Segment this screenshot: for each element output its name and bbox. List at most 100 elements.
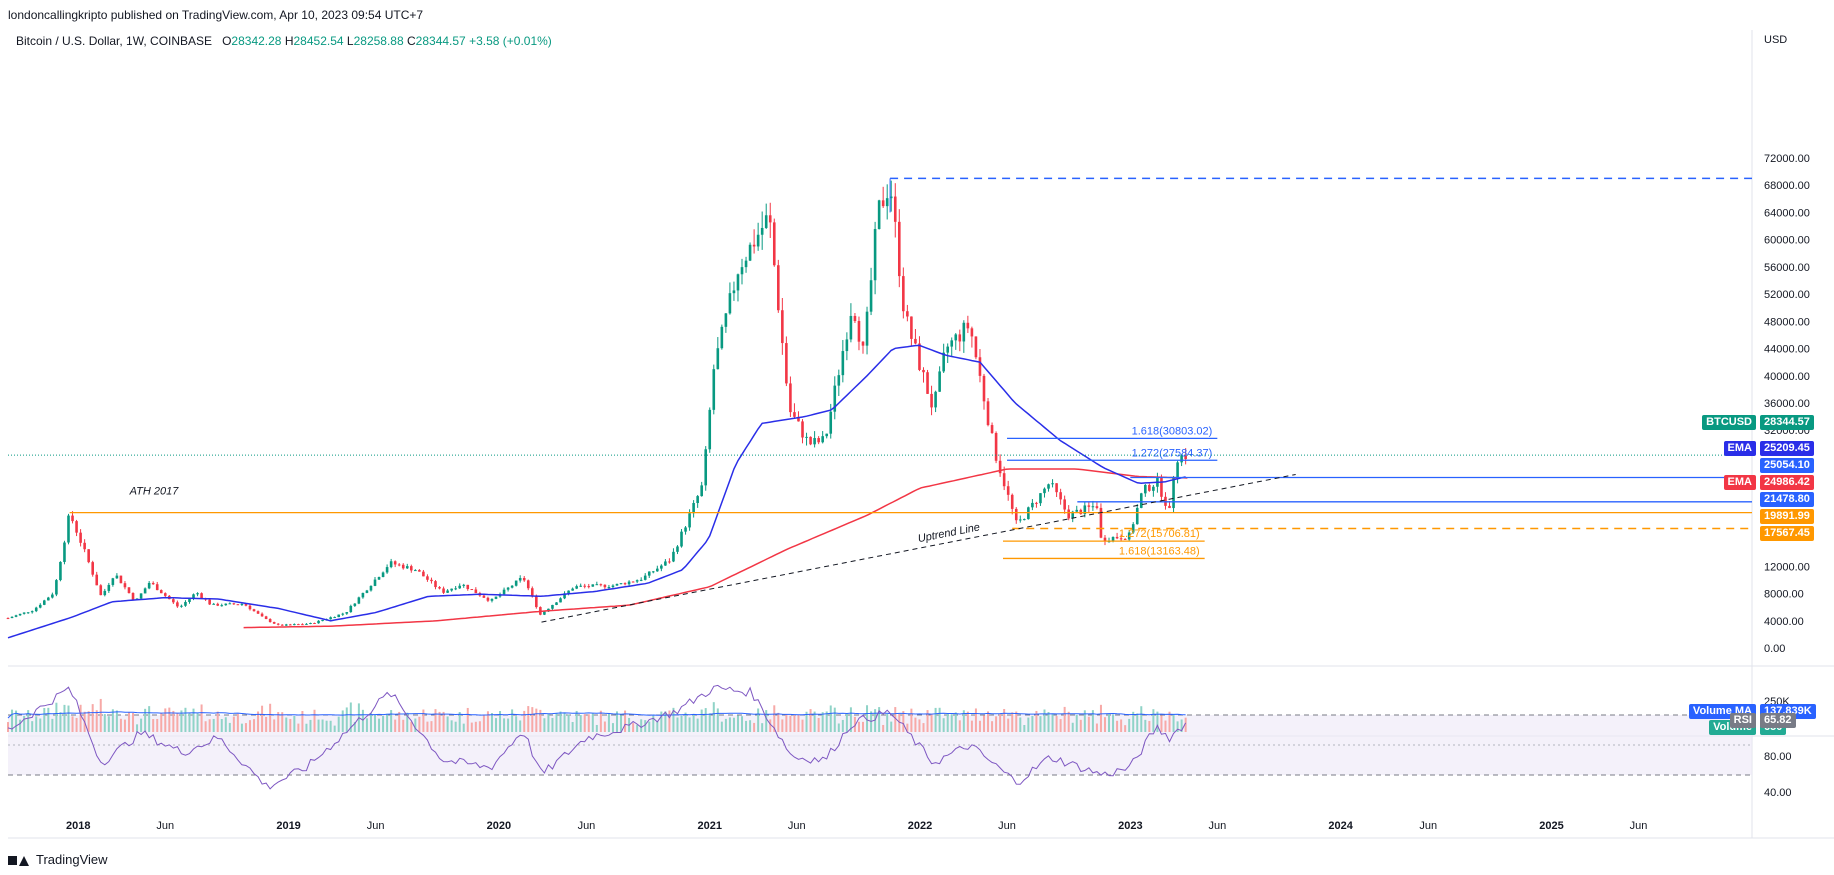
candle-body <box>6 618 10 620</box>
volume-bar <box>813 711 816 732</box>
volume-bar <box>325 720 328 732</box>
candle-body <box>284 624 288 626</box>
candle-body <box>559 598 562 603</box>
volume-bar <box>1019 717 1022 732</box>
volume-bar <box>99 698 102 732</box>
fib-level-label: 1.272(15706.81) <box>1119 528 1200 540</box>
rsi-tick-label: 80.00 <box>1764 751 1792 763</box>
candle-body <box>216 603 220 606</box>
ohlc-values: O28342.28 H28452.54 L28258.88 C28344.57 … <box>222 34 552 48</box>
volume-bar <box>152 719 155 732</box>
candle-body <box>410 566 413 571</box>
volume-bar <box>91 704 94 732</box>
tradingview-logo[interactable]: TradingView <box>8 852 108 867</box>
x-tick-label: Jun <box>578 820 596 832</box>
volume-bar <box>341 710 344 732</box>
volume-bar <box>1047 711 1050 732</box>
volume-bar <box>531 707 534 732</box>
candle-body <box>1095 506 1099 508</box>
volume-bar <box>382 715 385 732</box>
volume-bar <box>309 719 312 732</box>
candle-body <box>67 515 70 543</box>
candle-body <box>664 561 667 566</box>
volume-bar <box>555 713 558 732</box>
candle-body <box>438 587 441 589</box>
volume-bar <box>632 723 635 732</box>
volume-bar <box>656 720 659 732</box>
candle-body <box>301 624 304 626</box>
volume-bar <box>571 722 574 732</box>
volume-bar <box>716 708 719 732</box>
volume-bar <box>31 721 34 732</box>
volume-bar <box>273 719 276 732</box>
x-tick-label: 2023 <box>1118 820 1142 832</box>
candle-body <box>672 551 675 562</box>
candle-body <box>978 357 982 376</box>
candle-body <box>772 222 776 266</box>
candle-body <box>1184 455 1187 460</box>
volume-bar <box>926 710 929 732</box>
change-value: +3.58 (+0.01%) <box>469 34 552 48</box>
volume-bar <box>704 708 707 732</box>
volume-bar <box>720 721 723 732</box>
volume-bar <box>297 723 300 732</box>
candle-body <box>252 609 256 612</box>
candle-body <box>309 623 312 625</box>
candle-body <box>1006 486 1010 495</box>
volume-bar <box>922 723 925 732</box>
volume-bar <box>543 718 546 732</box>
volume-bar <box>204 721 207 732</box>
volume-bar <box>1112 714 1115 732</box>
volume-bar <box>51 718 54 732</box>
y-tick-label: 52000.00 <box>1764 289 1810 301</box>
volume-bar <box>563 712 566 732</box>
candle-body <box>30 611 34 613</box>
candle-body <box>1018 519 1022 521</box>
candle-body <box>1059 492 1062 500</box>
volume-bar <box>785 714 788 732</box>
candle-body <box>446 590 449 593</box>
volume-bar <box>394 719 397 732</box>
volume-bar <box>999 713 1002 732</box>
x-tick-label: Jun <box>788 820 806 832</box>
candle-body <box>994 433 998 461</box>
volume-bar <box>583 714 586 732</box>
rsi-value-tag: 65.82 <box>1760 713 1796 729</box>
volume-bar <box>995 716 998 732</box>
candle-body <box>1075 509 1079 512</box>
candle-body <box>321 620 324 622</box>
volume-bar <box>1039 716 1042 732</box>
candle-body <box>143 588 147 594</box>
volume-bar <box>75 717 78 732</box>
volume-bar <box>914 717 917 732</box>
candle-body <box>55 580 58 595</box>
volume-bar <box>648 721 651 732</box>
volume-bar <box>708 713 711 732</box>
candle-body <box>450 588 453 591</box>
candle-body <box>837 375 841 386</box>
candle-body <box>627 581 631 585</box>
candle-body <box>587 586 591 588</box>
volume-bar <box>898 713 901 732</box>
volume-bar <box>1156 711 1159 732</box>
volume-bar <box>1071 722 1074 732</box>
volume-bar <box>853 716 856 732</box>
y-tick-label: 12000.00 <box>1764 561 1810 573</box>
candle-body <box>898 221 901 277</box>
candle-body <box>1131 524 1135 533</box>
candle-body <box>651 571 655 573</box>
volume-bar <box>228 722 231 732</box>
volume-bar <box>1095 723 1098 732</box>
volume-bar <box>402 719 405 732</box>
candle-body <box>551 604 554 609</box>
candle-body <box>635 580 639 582</box>
candle-body <box>902 276 905 312</box>
candle-body <box>341 613 345 615</box>
candle-body <box>910 316 913 339</box>
candle-body <box>849 315 853 340</box>
volume-bar <box>115 710 118 732</box>
candle-body <box>51 594 54 598</box>
candle-body <box>700 485 703 497</box>
